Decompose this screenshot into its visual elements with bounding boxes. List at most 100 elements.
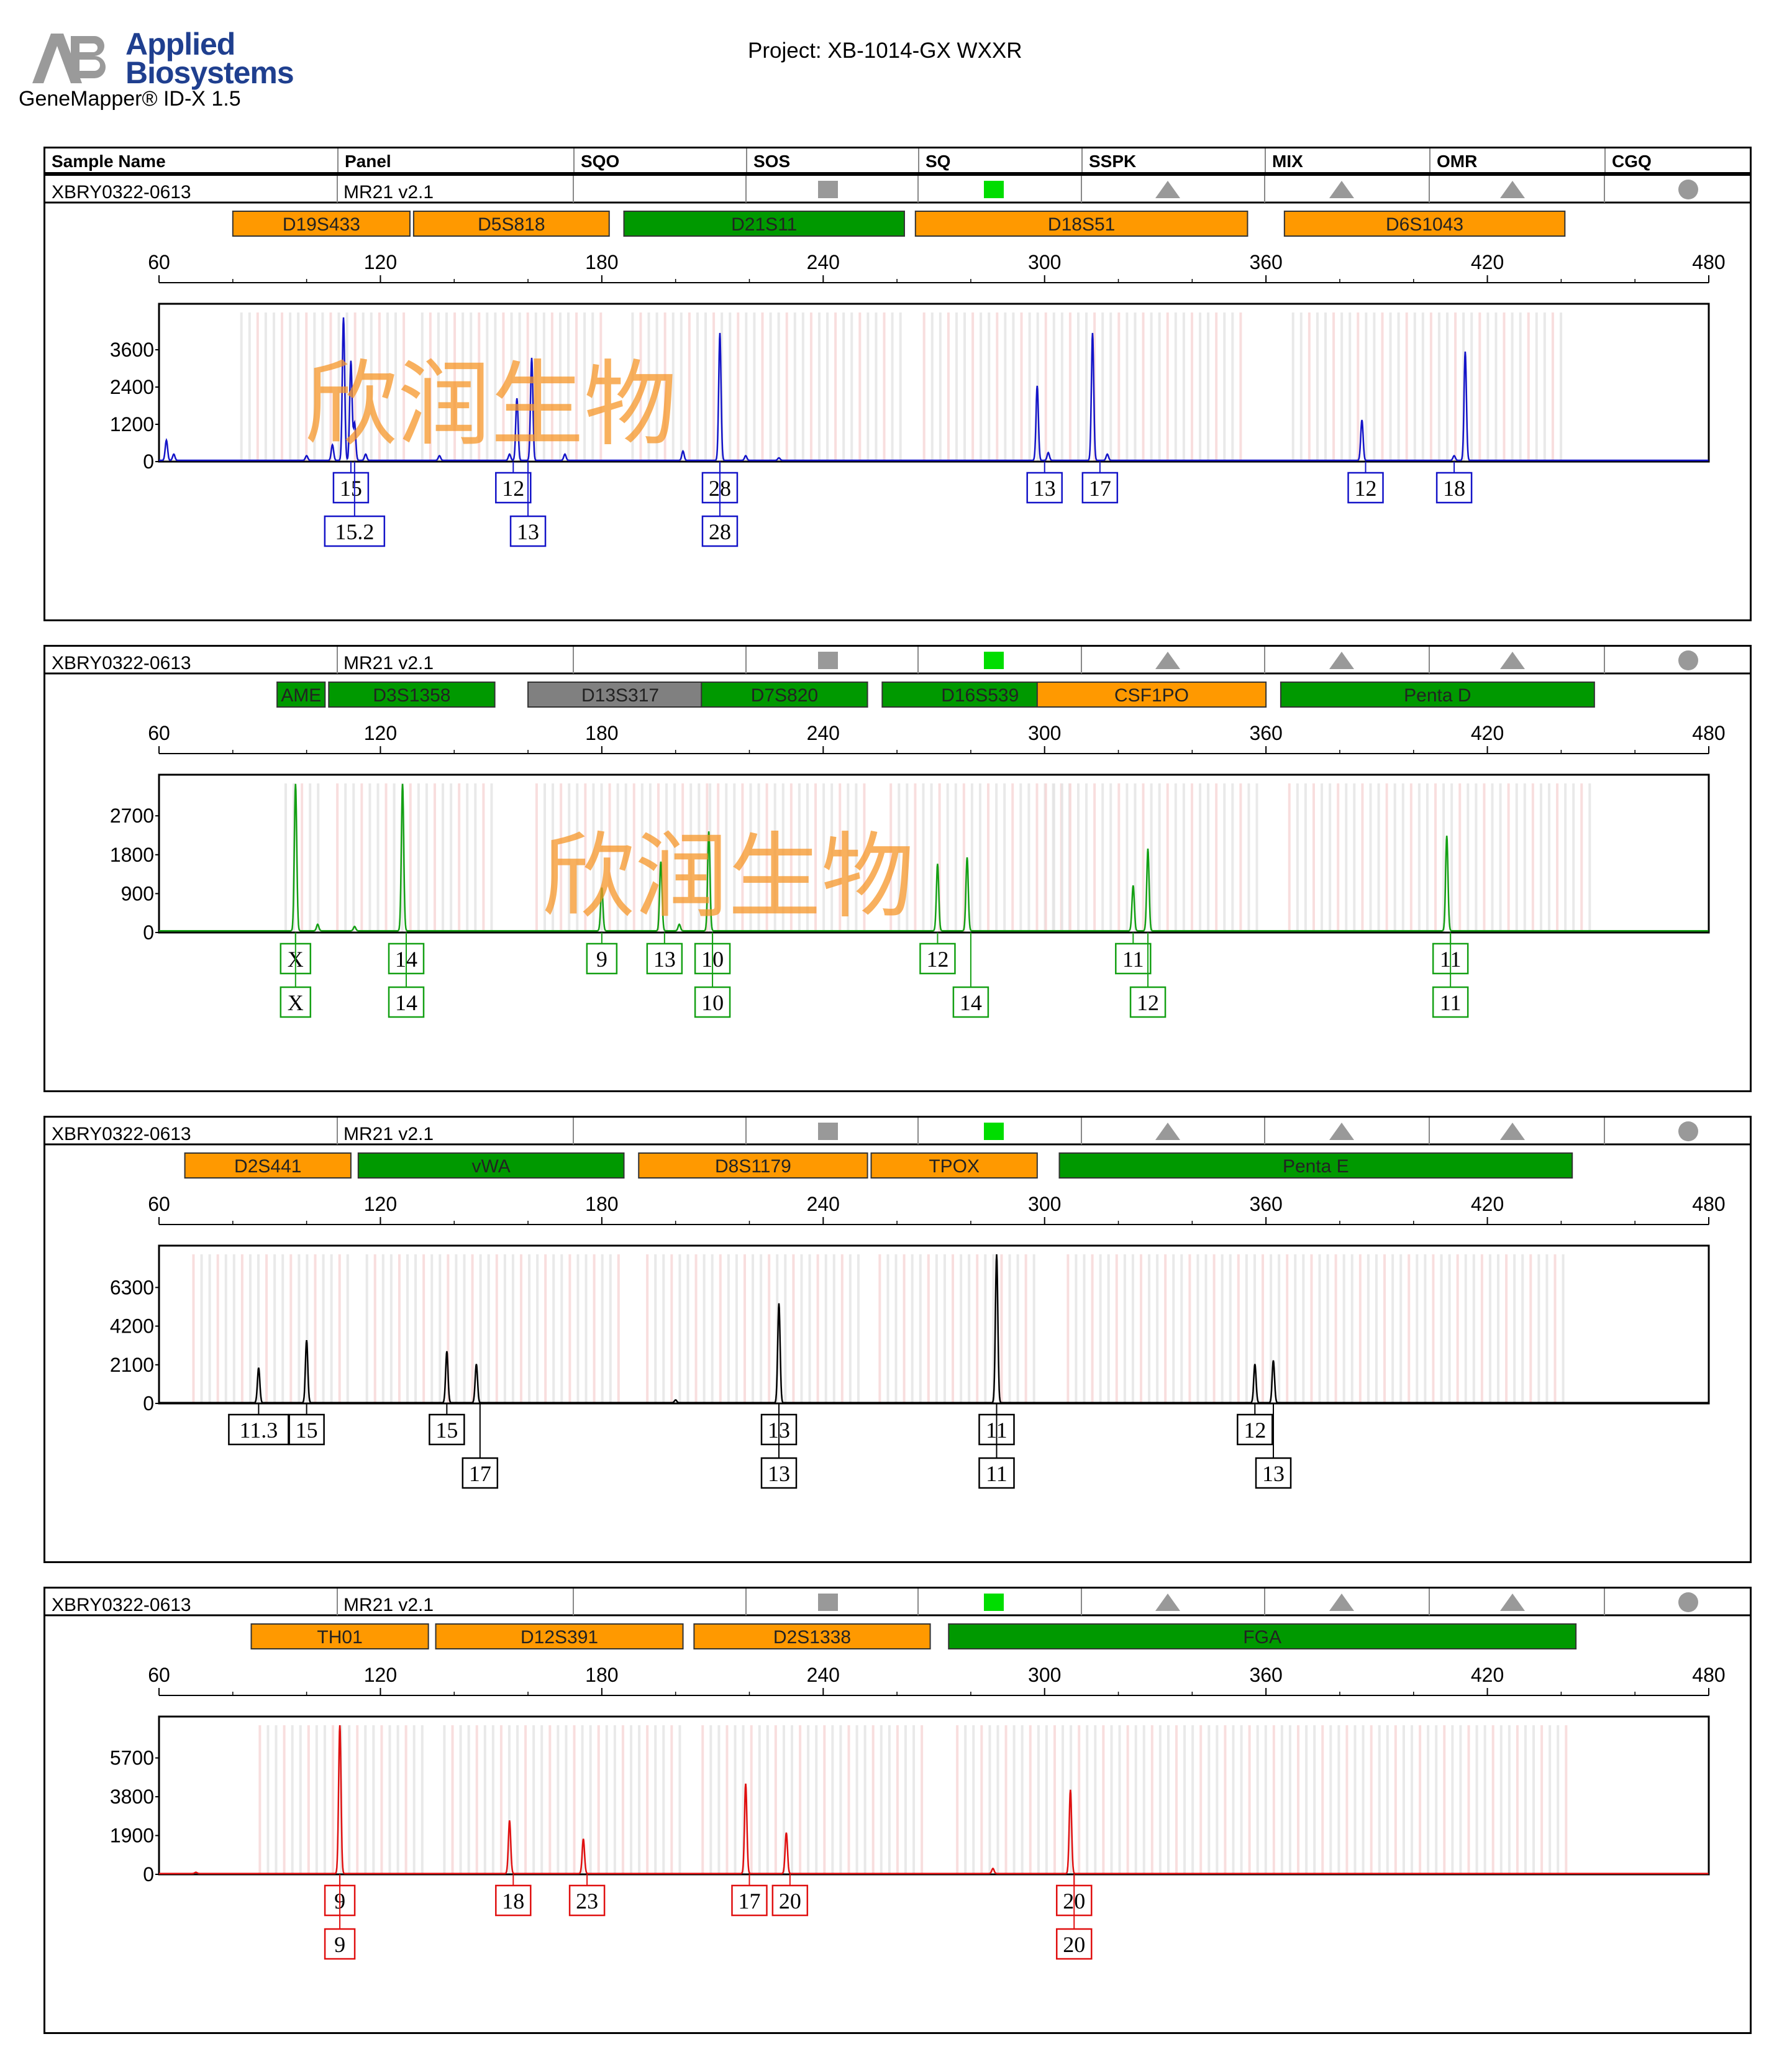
allele-bin — [842, 312, 845, 462]
allele-bin — [1337, 1725, 1340, 1874]
allele-call-label[interactable]: 11 — [978, 1403, 1015, 1489]
locus-label: D5S818 — [478, 214, 545, 235]
allele-bin — [889, 783, 893, 933]
allele-bin — [1052, 783, 1055, 933]
allele-call-label[interactable]: 28 — [701, 462, 739, 547]
allele-bin — [1199, 1725, 1203, 1874]
allele-call-label[interactable]: 15 — [332, 462, 370, 504]
allele-call-label[interactable]: 12 — [1347, 462, 1384, 504]
allele-bin — [309, 783, 312, 933]
allele-call-label[interactable]: 17 — [462, 1403, 499, 1489]
allele-bin — [1497, 1254, 1500, 1403]
allele-call-label[interactable]: 11 — [1115, 933, 1152, 975]
svg-text:13: 13 — [653, 947, 676, 972]
locus-bar — [328, 682, 496, 708]
svg-text:9: 9 — [334, 1932, 345, 1957]
allele-bin — [1435, 1725, 1438, 1874]
allele-call-label[interactable]: 17 — [1081, 462, 1119, 504]
allele-call-label[interactable]: 18 — [495, 1874, 532, 1917]
allele-bin — [600, 783, 603, 933]
allele-call-label[interactable]: 14 — [952, 933, 989, 1018]
allele-call-label[interactable]: 15 — [429, 1403, 465, 1446]
allele-call-label[interactable]: 23 — [568, 1874, 606, 1917]
allele-bin — [777, 312, 780, 462]
allele-bin — [1068, 312, 1071, 462]
allele-bin — [593, 1254, 596, 1403]
allele-call-label[interactable]: 13 — [760, 1403, 798, 1489]
allele-bin — [1537, 1254, 1540, 1403]
allele-bin — [1150, 312, 1153, 462]
allele-bin — [337, 312, 340, 462]
allele-call-label[interactable]: 15.2 — [324, 462, 386, 547]
allele-bin — [589, 1725, 592, 1874]
allele-bin — [306, 1254, 309, 1403]
allele-call-label[interactable]: 11 — [1432, 933, 1469, 1018]
allele-bin — [1109, 312, 1112, 462]
allele-bin — [743, 1254, 746, 1403]
allele-bin — [248, 312, 251, 462]
allele-bin — [330, 1254, 333, 1403]
allele-call-label[interactable]: 9 — [586, 933, 618, 975]
brand-line-1: Applied — [125, 27, 235, 62]
allele-bin — [275, 1725, 278, 1874]
x-tick-label: 60 — [148, 251, 170, 273]
allele-bin — [1543, 312, 1546, 462]
allele-bin — [938, 783, 941, 933]
allele-call-label[interactable]: 20 — [1055, 1874, 1093, 1960]
allele-call-label[interactable]: 12 — [1129, 933, 1167, 1018]
allele-call-label[interactable]: 18 — [1435, 462, 1473, 504]
allele-bin — [665, 783, 668, 933]
electropherogram-panel-blue: XBRY0322-0613 MR21 v2.1 D19S433 D5S818 D21S1… — [43, 174, 1752, 621]
allele-call-label[interactable]: 17 — [731, 1874, 768, 1917]
header-panel: Panel — [337, 148, 573, 172]
allele-bin — [1316, 312, 1319, 462]
y-tick-label: 0 — [143, 1863, 154, 1886]
allele-call-label[interactable]: 11.3 — [228, 1403, 289, 1446]
allele-bin — [1150, 1725, 1153, 1874]
allele-call-label[interactable]: 10 — [694, 933, 731, 1018]
locus-bar — [1280, 682, 1595, 708]
allele-bin — [1067, 1254, 1070, 1403]
svg-text:15: 15 — [340, 476, 362, 501]
allele-bin — [608, 783, 611, 933]
allele-call-label[interactable]: 13 — [1026, 462, 1063, 504]
allele-bin — [709, 1725, 712, 1874]
allele-call-label[interactable]: 13 — [509, 462, 547, 547]
allele-call-label[interactable]: 12 — [919, 933, 956, 975]
locus-bar — [948, 1623, 1577, 1649]
allele-bin — [978, 783, 981, 933]
allele-bin — [912, 1725, 916, 1874]
sos-gray-square-icon — [818, 181, 838, 198]
header-sample-name: Sample Name — [52, 152, 166, 171]
allele-bin — [315, 1725, 318, 1874]
allele-bin — [1505, 1254, 1508, 1403]
allele-bin — [987, 783, 990, 933]
allele-bin — [822, 783, 826, 933]
allele-call-label[interactable]: 9 — [324, 1874, 356, 1960]
locus-bar — [693, 1623, 931, 1649]
allele-bin — [1521, 1254, 1524, 1403]
electropherogram-svg: XBRY0322-0613 MR21 v2.1 AME D3S1358 D13S317 D… — [45, 647, 1750, 1018]
x-tick-label: 360 — [1249, 251, 1282, 273]
allele-bin — [576, 1254, 580, 1403]
x-tick-label: 60 — [148, 1193, 170, 1215]
allele-bin — [1158, 312, 1161, 462]
allele-bin — [898, 783, 901, 933]
allele-call-label[interactable]: X — [280, 933, 312, 1018]
allele-call-label[interactable]: 14 — [388, 933, 425, 1018]
allele-call-label[interactable]: 12 — [1237, 1403, 1273, 1446]
header-omr: OMR — [1429, 148, 1604, 172]
allele-call-label[interactable]: 15 — [288, 1403, 325, 1446]
allele-bin — [1511, 312, 1514, 462]
locus-label: TPOX — [929, 1156, 980, 1177]
allele-call-label[interactable]: 13 — [1255, 1403, 1292, 1489]
allele-bin — [863, 783, 866, 933]
allele-call-label[interactable]: 20 — [771, 1874, 809, 1917]
allele-call-label[interactable]: 13 — [646, 933, 683, 975]
allele-bin — [283, 1725, 286, 1874]
allele-bin — [1458, 783, 1462, 933]
sspk-triangle-icon — [1155, 181, 1180, 198]
allele-call-label[interactable]: 12 — [495, 462, 532, 504]
allele-bin — [719, 1254, 722, 1403]
allele-bin — [447, 1254, 450, 1403]
